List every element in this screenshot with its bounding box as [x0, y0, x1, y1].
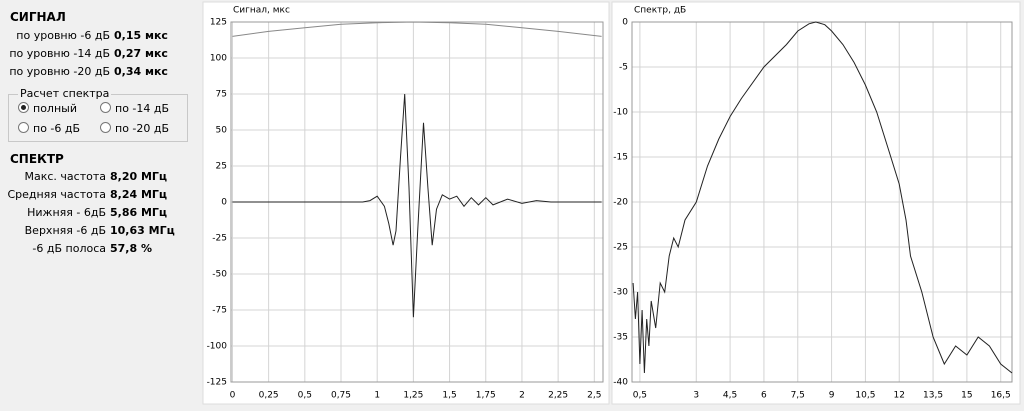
- y-tick-label: -25: [613, 243, 628, 253]
- y-tick-label: -100: [207, 342, 228, 352]
- x-tick-label: 1,25: [403, 391, 423, 401]
- y-tick-label: 75: [216, 90, 227, 100]
- row-label: -6 дБ полоса: [32, 242, 106, 255]
- chart-panel: [202, 1, 610, 405]
- row-value: 57,8 %: [110, 242, 152, 255]
- x-tick-label: 0,25: [259, 391, 279, 401]
- x-tick-label: 4,5: [723, 391, 737, 401]
- x-tick-label: 2,5: [587, 391, 601, 401]
- y-tick-label: 50: [216, 126, 228, 136]
- plot-frame: [631, 21, 1013, 383]
- signal-header: СИГНАЛ: [10, 10, 66, 24]
- radio-circle[interactable]: [18, 102, 29, 113]
- row-label: Нижняя - 6дБ: [27, 206, 106, 219]
- x-tick-label: 2: [519, 391, 525, 401]
- y-tick-label: -10: [613, 108, 628, 118]
- x-tick-label: 6: [761, 391, 767, 401]
- row-value: 10,63 МГц: [110, 224, 175, 237]
- radio-label[interactable]: по -6 дБ: [33, 122, 81, 135]
- x-tick-label: 10,5: [855, 391, 875, 401]
- x-tick-label: 13,5: [923, 391, 943, 401]
- chart-title: Сигнал, мкс: [233, 6, 290, 16]
- x-tick-label: 7,5: [791, 391, 805, 401]
- row-label: Верхняя -6 дБ: [24, 224, 106, 237]
- y-tick-label: 125: [210, 18, 227, 28]
- x-tick-label: 2,25: [548, 391, 568, 401]
- series-line: [632, 21, 1013, 374]
- row-label: по уровню -6 дБ: [16, 29, 110, 42]
- group-title: Расчет спектра: [18, 87, 112, 100]
- y-tick-label: -15: [613, 153, 628, 163]
- row-label: по уровню -14 дБ: [9, 47, 110, 60]
- x-tick-label: 12: [894, 391, 905, 401]
- row-value: 5,86 МГц: [110, 206, 168, 219]
- x-tick-label: 1,75: [476, 391, 496, 401]
- radio-label[interactable]: полный: [33, 102, 77, 115]
- row-value: 0,27 мкс: [114, 47, 168, 60]
- y-tick-label: 0: [221, 198, 227, 208]
- x-tick-label: 1,5: [442, 391, 456, 401]
- x-tick-label: 1: [374, 391, 380, 401]
- row-label: Средняя частота: [7, 188, 106, 201]
- chart-panel: [611, 1, 1021, 405]
- y-tick-label: -75: [212, 306, 227, 316]
- row-value: 8,24 МГц: [110, 188, 168, 201]
- row-value: 0,15 мкс: [114, 29, 168, 42]
- y-tick-label: -125: [207, 378, 227, 388]
- x-tick-label: 0,5: [633, 391, 647, 401]
- row-label: Макс. частота: [24, 170, 107, 183]
- x-tick-label: 9: [829, 391, 835, 401]
- x-tick-label: 0,5: [298, 391, 312, 401]
- x-tick-label: 16,5: [991, 391, 1011, 401]
- row-label: по уровню -20 дБ: [9, 65, 110, 78]
- y-tick-label: -30: [613, 288, 628, 298]
- chart-title: Спектр, дБ: [634, 6, 686, 16]
- y-tick-label: 0: [622, 18, 628, 28]
- radio-circle[interactable]: [18, 122, 29, 133]
- y-tick-label: -40: [613, 378, 628, 388]
- x-tick-label: 0: [230, 391, 236, 401]
- x-tick-label: 15: [961, 391, 972, 401]
- row-value: 8,20 МГц: [110, 170, 168, 183]
- radio-circle[interactable]: [100, 122, 111, 133]
- x-tick-label: 0,75: [331, 391, 351, 401]
- radio-label[interactable]: по -14 дБ: [115, 102, 170, 115]
- y-tick-label: -35: [613, 333, 628, 343]
- radio-option[interactable]: полный: [18, 102, 77, 115]
- series-line: [232, 93, 602, 318]
- spectrum-header: СПЕКТР: [10, 152, 64, 166]
- radio-option[interactable]: по -14 дБ: [100, 102, 169, 115]
- y-tick-label: -5: [619, 63, 628, 73]
- series-line: [232, 21, 602, 37]
- y-tick-label: -25: [212, 234, 227, 244]
- y-tick-label: -50: [212, 270, 227, 280]
- row-value: 0,34 мкс: [114, 65, 168, 78]
- radio-label[interactable]: по -20 дБ: [115, 122, 170, 135]
- radio-option[interactable]: по -20 дБ: [100, 122, 169, 135]
- y-tick-label: -20: [613, 198, 628, 208]
- y-tick-label: 25: [216, 162, 227, 172]
- x-tick-label: 3: [693, 391, 699, 401]
- radio-option[interactable]: по -6 дБ: [18, 122, 80, 135]
- radio-circle[interactable]: [100, 102, 111, 113]
- y-tick-label: 100: [210, 54, 227, 64]
